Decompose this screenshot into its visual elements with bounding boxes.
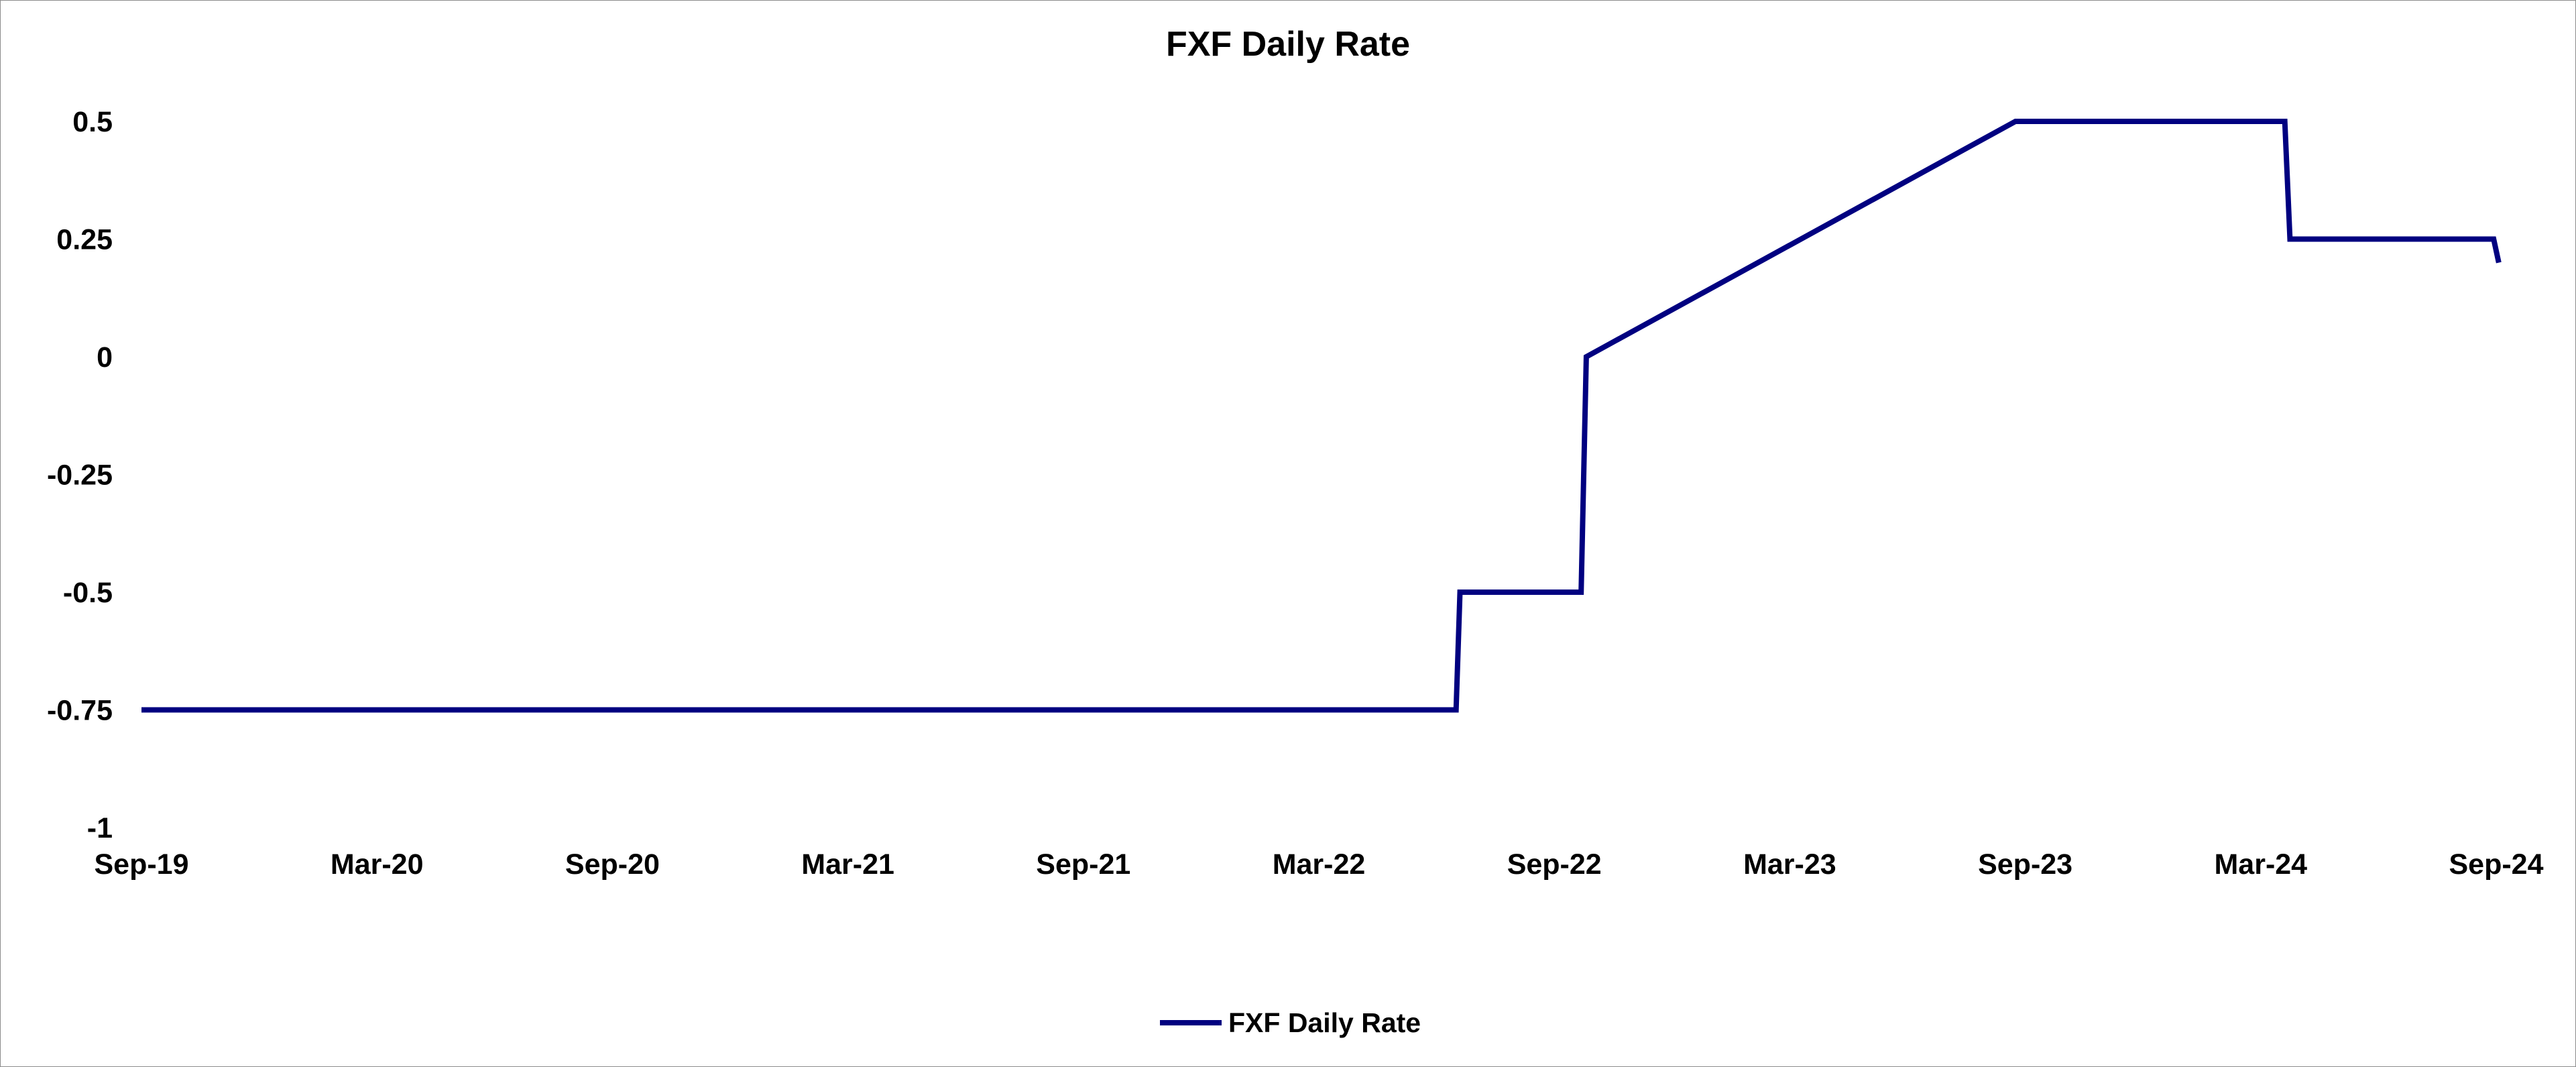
y-tick-label: -0.5 [63, 577, 113, 609]
y-tick-label: 0 [97, 341, 113, 374]
x-tick-label: Mar-21 [801, 848, 894, 881]
x-tick-label: Sep-22 [1507, 848, 1602, 881]
chart-title: FXF Daily Rate [1165, 25, 1411, 64]
legend: FXF Daily Rate [1160, 1006, 1421, 1040]
y-tick-label: -0.25 [47, 459, 113, 492]
series-line-fxf-daily-rate [141, 119, 2502, 713]
y-tick-label: -1 [87, 812, 113, 844]
y-tick-label: 0.25 [56, 224, 113, 256]
legend-label-fxf-daily-rate: FXF Daily Rate [1228, 1007, 1421, 1038]
x-tick-label: Sep-24 [2449, 848, 2543, 881]
y-tick-label: 0.5 [72, 106, 113, 138]
x-axis-ticks: Sep-19 Mar-20 Sep-20 Mar-21 Sep-21 Mar-22 Sep-… [94, 848, 2543, 881]
x-tick-label: Sep-21 [1036, 848, 1130, 881]
x-tick-label: Mar-23 [1743, 848, 1836, 881]
x-tick-label: Mar-22 [1273, 848, 1366, 881]
y-tick-label: -0.75 [47, 695, 113, 727]
x-tick-label: Sep-23 [1978, 848, 2072, 881]
x-tick-label: Sep-20 [565, 848, 660, 881]
legend-swatch [1160, 1020, 1222, 1025]
series-layer [141, 119, 2502, 713]
x-tick-label: Mar-20 [331, 848, 424, 881]
x-tick-label: Mar-24 [2214, 848, 2307, 881]
x-tick-label: Sep-19 [94, 848, 188, 881]
y-axis-ticks: 0.5 0.25 0 -0.25 -0.5 -0.75 -1 [47, 106, 113, 844]
